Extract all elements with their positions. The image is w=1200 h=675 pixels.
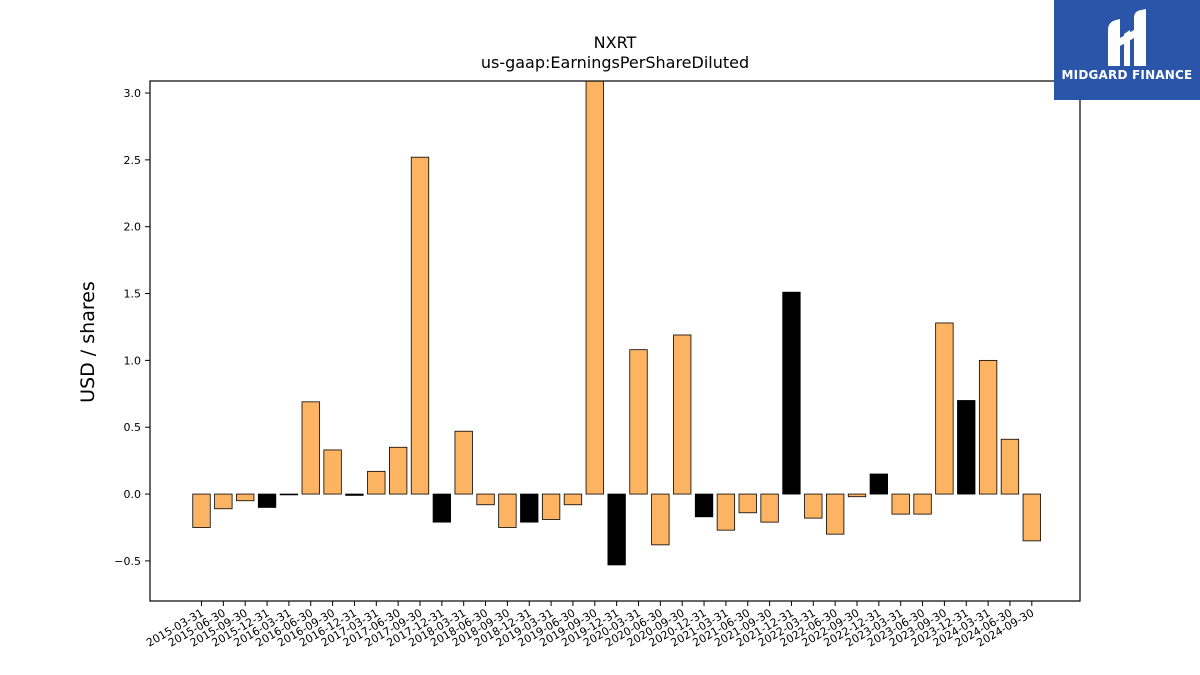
- bar-2023-09-30: [935, 322, 954, 495]
- bar-2023-12-31: [957, 400, 976, 495]
- y-tick-label: 0.0: [124, 488, 142, 501]
- chart-subtitle: us-gaap:EarningsPerShareDiluted: [481, 53, 749, 72]
- bar-2017-12-31: [432, 493, 452, 523]
- midgard-finance-logo: MIDGARD FINANCE: [1054, 0, 1200, 100]
- bar-2018-12-31: [520, 493, 539, 523]
- bar-2019-09-30: [585, 80, 604, 495]
- bar-2021-03-31: [716, 493, 736, 531]
- y-axis-label: USD / shares: [77, 281, 99, 403]
- bar-2024-09-30: [1022, 493, 1041, 542]
- bar-2022-12-31: [869, 473, 888, 495]
- bar-2016-06-30: [301, 401, 320, 495]
- bar-2016-09-30: [323, 449, 342, 495]
- bar-2015-06-30: [214, 493, 233, 510]
- y-tick-label: 1.5: [124, 288, 142, 301]
- bar-2022-09-30: [847, 493, 867, 498]
- bar-2023-06-30: [913, 493, 932, 515]
- y-tick-label: 0.5: [124, 421, 142, 434]
- bar-2018-06-30: [476, 493, 495, 506]
- bar-2015-12-31: [257, 493, 277, 508]
- bar-2017-03-31: [367, 470, 386, 495]
- bar-2021-06-30: [738, 493, 757, 514]
- bar-2022-03-31: [804, 493, 823, 519]
- bar-2023-03-31: [891, 493, 910, 515]
- bar-2021-09-30: [760, 493, 779, 523]
- bar-2016-03-31: [279, 493, 299, 496]
- bar-2015-03-31: [192, 493, 211, 528]
- bar-2018-09-30: [498, 493, 517, 528]
- plot-frame: [149, 80, 1081, 602]
- bar-2024-03-31: [978, 359, 998, 495]
- bar-2016-12-31: [345, 493, 364, 496]
- y-tick-label: 2.0: [124, 221, 142, 234]
- bar-2020-03-31: [629, 349, 648, 495]
- bar-2022-06-30: [826, 493, 845, 535]
- bar-2019-06-30: [563, 493, 583, 506]
- bar-2020-09-30: [673, 334, 692, 495]
- bar-2024-06-30: [1000, 438, 1020, 495]
- y-tick-label: 3.0: [124, 87, 142, 100]
- bar-2021-12-31: [782, 291, 801, 495]
- bar-2020-12-31: [694, 493, 714, 518]
- y-tick-label: −0.5: [114, 555, 141, 568]
- bar-2019-03-31: [541, 493, 561, 520]
- bar-2020-06-30: [651, 493, 670, 546]
- bar-2017-09-30: [410, 156, 430, 495]
- chart-title: NXRT: [594, 33, 637, 52]
- y-tick-label: 2.5: [124, 154, 142, 167]
- bar-2019-12-31: [607, 493, 626, 566]
- logo-text: MIDGARD FINANCE: [1061, 68, 1193, 82]
- logo-mark-icon: [1108, 9, 1146, 66]
- y-tick-label: 1.0: [124, 354, 142, 367]
- bar-2015-09-30: [236, 493, 255, 502]
- bar-2017-06-30: [388, 446, 408, 495]
- bar-2018-03-31: [454, 430, 473, 495]
